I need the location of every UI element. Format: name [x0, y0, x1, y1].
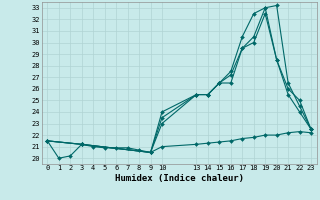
X-axis label: Humidex (Indice chaleur): Humidex (Indice chaleur) — [115, 174, 244, 183]
